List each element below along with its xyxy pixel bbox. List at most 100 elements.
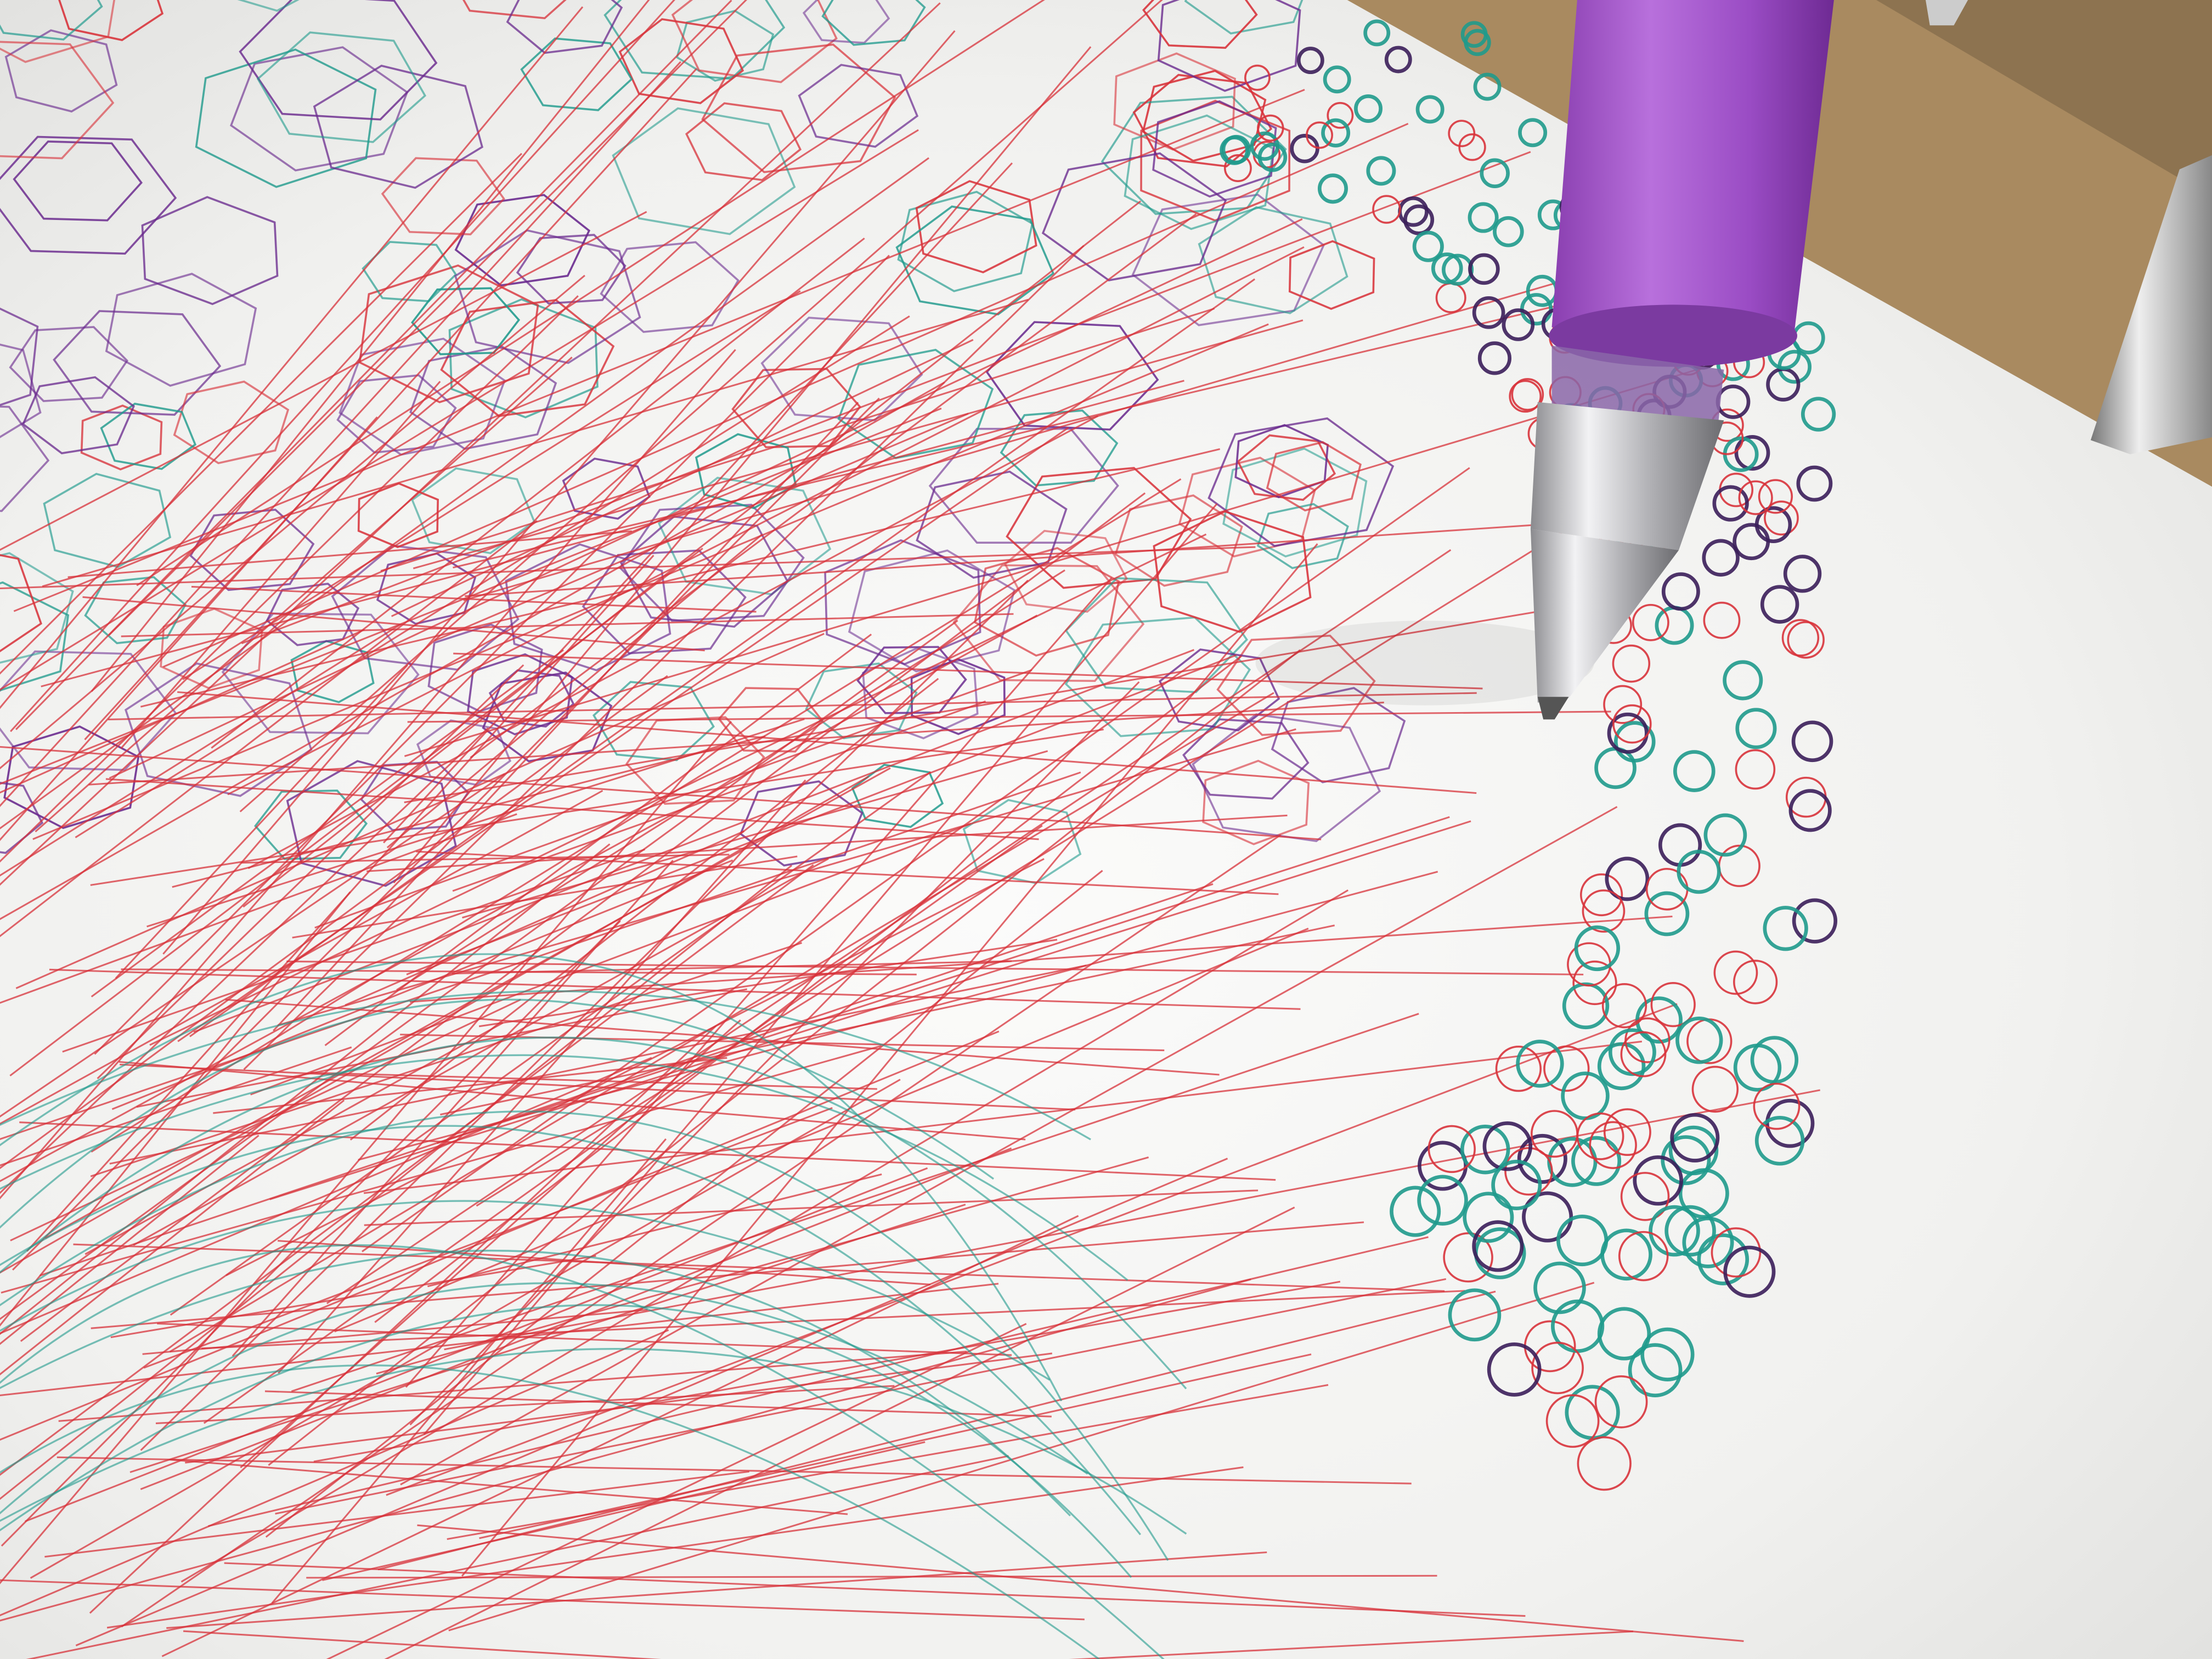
ink-circle (1477, 341, 1512, 375)
hexagon-stroke (462, 0, 567, 20)
ink-circle (1468, 202, 1499, 233)
ink-circle (1796, 465, 1833, 502)
fan-line (89, 1025, 717, 1614)
fan-line (334, 928, 1309, 1333)
fan-line (286, 960, 1584, 975)
fan-line (0, 773, 505, 1118)
arc-line (0, 1348, 1187, 1535)
fan-line (115, 664, 408, 979)
fan-line (13, 89, 1305, 612)
hexagon-stroke (1256, 503, 1349, 569)
ink-circle (1415, 95, 1444, 124)
fan-line (269, 820, 1471, 1200)
ink-circle (1620, 1031, 1667, 1077)
hexagon-stroke (1152, 100, 1277, 198)
fan-line (170, 771, 932, 1316)
fan-line (366, 814, 1288, 872)
fan-line (476, 497, 1618, 1207)
ink-circle (1482, 1121, 1533, 1171)
fan-line (462, 750, 1048, 919)
ink-circle (1473, 72, 1502, 101)
fan-line (416, 850, 1279, 895)
ink-circle (1791, 720, 1833, 763)
ink-circle (1460, 1124, 1510, 1175)
fan-line (275, 1278, 1447, 1515)
hexagon-stroke (256, 31, 427, 143)
ink-circle (1594, 1375, 1648, 1429)
hexagon-stroke (695, 433, 797, 510)
fan-line (407, 710, 1611, 723)
arc-line (0, 1364, 1101, 1659)
fan-line (213, 1057, 727, 1114)
ink-circle (1801, 397, 1836, 432)
ink-circle (1750, 1036, 1799, 1084)
fan-line (94, 255, 890, 1055)
fan-line (444, 1089, 1820, 1351)
fan-line (25, 1167, 928, 1522)
ink-circle (1533, 1261, 1586, 1314)
fan-line (161, 1215, 1079, 1657)
ink-circle (1788, 789, 1832, 832)
ink-circle (1661, 572, 1700, 611)
hexagon-stroke (1216, 634, 1376, 736)
fan-line (208, 1236, 1429, 1527)
ink-circle (1792, 898, 1838, 944)
hexagon-stroke (1101, 95, 1287, 215)
fan-line (183, 1630, 662, 1659)
hexagon-stroke (1153, 510, 1312, 633)
ink-circle (1323, 65, 1351, 94)
fan-line (177, 691, 1477, 794)
ink-circle (1682, 1216, 1734, 1268)
fan-line (413, 319, 1304, 569)
hexagon-stroke (1140, 99, 1291, 222)
fan-line (57, 1456, 1412, 1485)
ink-circle (1317, 173, 1348, 204)
ink-circle (1632, 603, 1669, 641)
ink-circle (1711, 1227, 1762, 1278)
fan-line (0, 153, 523, 675)
hexagon-stroke (173, 380, 290, 465)
cardboard-shadow (1876, 0, 2212, 198)
ink-circle (1366, 156, 1396, 186)
ink-circle (1472, 1220, 1524, 1272)
ink-circle (1664, 1205, 1716, 1257)
hexagon-stroke (0, 650, 177, 771)
fan-line (84, 68, 697, 741)
ink-circle (1516, 1040, 1564, 1088)
fan-line (423, 503, 1218, 1435)
fan-line (440, 924, 1335, 1116)
ink-circle (1612, 644, 1651, 683)
fan-line (0, 614, 1038, 1182)
ink-circle (1650, 981, 1696, 1028)
hexagon-stroke (506, 0, 623, 54)
hexagon-stroke (916, 470, 1068, 579)
fan-line (97, 664, 524, 1080)
ink-circle (1758, 479, 1793, 514)
fan-line (108, 692, 1477, 720)
fan-line (417, 1524, 1744, 1642)
ink-circle (1723, 660, 1763, 701)
fan-line (41, 380, 1184, 687)
arc-line (0, 1282, 1088, 1515)
fan-line (243, 245, 1085, 1070)
ink-circle (1605, 856, 1650, 901)
fan-line (26, 1455, 1009, 1659)
ink-circle (1589, 1121, 1637, 1169)
fan-line (0, 520, 538, 938)
fan-line (142, 1308, 648, 1355)
pen-grip-end (1549, 304, 1797, 367)
fan-line (169, 692, 1274, 1353)
arc-line (0, 1054, 1128, 1281)
hexagon-stroke (856, 646, 967, 714)
fan-line (1069, 1630, 1634, 1659)
fan-line (448, 1282, 1595, 1632)
ink-circle (1390, 1186, 1441, 1237)
clamp (1926, 0, 1968, 26)
ink-circle (1691, 1065, 1739, 1113)
fan-line (0, 295, 579, 863)
fan-line (306, 1575, 1437, 1579)
ink-circle (1787, 621, 1825, 659)
plotter-drawing (0, 0, 1838, 1659)
fan-line (75, 1158, 1228, 1646)
